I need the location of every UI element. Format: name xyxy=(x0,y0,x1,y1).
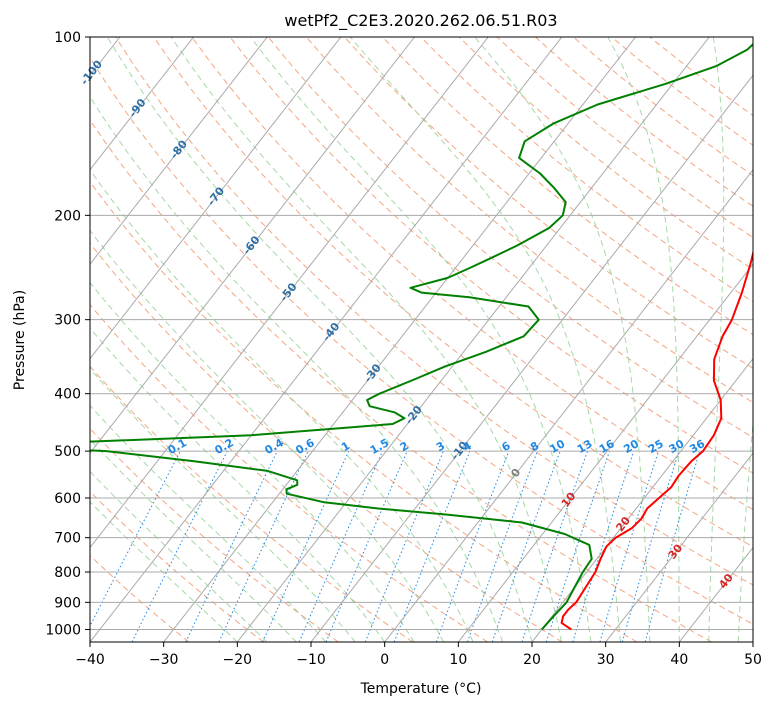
y-tick-label: 600 xyxy=(54,491,81,507)
x-tick-label: 30 xyxy=(597,652,615,668)
isotherm xyxy=(236,37,710,642)
isotherm xyxy=(90,37,563,642)
mixing-ratio-line xyxy=(491,450,561,642)
y-tick-label: 800 xyxy=(54,565,81,581)
mixing-ratio-line xyxy=(325,450,408,642)
dry-adiabat xyxy=(90,554,190,642)
x-tick-label: 40 xyxy=(670,652,688,668)
plot-area xyxy=(90,37,753,642)
moist-adiabat xyxy=(90,229,445,642)
mixing-ratio-line xyxy=(467,450,538,642)
moist-adiabat xyxy=(349,37,621,642)
dry-adiabat xyxy=(90,119,712,642)
dry-adiabat xyxy=(90,427,339,642)
dry-adiabat xyxy=(267,37,753,438)
mixing-ratio-line xyxy=(298,450,383,642)
series-line xyxy=(90,42,753,631)
y-tick-label: 200 xyxy=(54,208,81,224)
moist-adiabat xyxy=(90,404,327,642)
y-tick-label: 1000 xyxy=(45,622,81,638)
x-tick-label: 20 xyxy=(523,652,541,668)
isotherm xyxy=(384,168,753,642)
moist-adiabat xyxy=(170,37,562,642)
isotherm xyxy=(90,37,194,171)
mixing-ratio-line xyxy=(545,450,611,642)
moist-adiabat xyxy=(90,95,503,642)
dry-adiabat xyxy=(90,181,638,642)
isotherm xyxy=(90,37,342,360)
isotherm xyxy=(163,37,636,642)
mixing-ratio-line xyxy=(435,450,510,642)
dry-adiabat xyxy=(90,303,488,642)
x-axis: −40 −30 −20 −10 0 10 20 30 40 50 xyxy=(75,642,762,668)
moist-adiabat xyxy=(90,470,268,642)
isotherm xyxy=(90,37,415,454)
y-tick-label: 700 xyxy=(54,531,81,547)
dry-adiabat xyxy=(229,37,753,474)
y-tick-label: 500 xyxy=(54,444,81,460)
profile-lines xyxy=(90,42,753,631)
x-axis-label: Temperature (°C) xyxy=(360,681,482,697)
dry-adiabat xyxy=(382,37,753,336)
moist-adiabat xyxy=(474,37,651,642)
isotherm xyxy=(90,37,268,266)
isotherm xyxy=(90,37,489,549)
mixing-ratio-line xyxy=(521,450,588,642)
y-tick-label: 300 xyxy=(54,313,81,329)
x-tick-label: 50 xyxy=(744,652,762,668)
y-axis-label: Pressure (hPa) xyxy=(12,290,28,390)
mixing-ratio-line xyxy=(621,450,680,642)
background-lines xyxy=(90,37,753,642)
moist-adiabat xyxy=(250,37,592,642)
moist-adiabat xyxy=(607,37,680,642)
dry-adiabat xyxy=(90,242,563,642)
dry-adiabat xyxy=(90,56,753,625)
x-tick-label: −30 xyxy=(149,652,179,668)
y-tick-label: 400 xyxy=(54,387,81,403)
isotherm xyxy=(752,641,753,642)
y-tick-label: 900 xyxy=(54,595,81,611)
moist-adiabat xyxy=(90,501,238,642)
moist-adiabat xyxy=(90,168,474,642)
x-tick-label: −20 xyxy=(223,652,253,668)
x-tick-label: 0 xyxy=(380,652,389,668)
x-tick-label: 10 xyxy=(449,652,467,668)
x-tick-label: −40 xyxy=(75,652,105,668)
series-line xyxy=(560,249,753,631)
chart-title: wetPf2_C2E3.2020.262.06.51.R03 xyxy=(284,11,557,31)
isotherm xyxy=(605,452,753,642)
dry-adiabat xyxy=(115,37,753,586)
y-tick-label: 100 xyxy=(54,30,81,46)
mixing-ratio-line xyxy=(262,450,350,642)
x-tick-label: −10 xyxy=(296,652,326,668)
isotherm xyxy=(310,74,753,642)
mixing-ratio-line xyxy=(572,450,635,642)
moist-adiabat xyxy=(90,327,386,642)
moist-adiabat xyxy=(106,37,533,642)
mixing-ratio-line xyxy=(364,450,444,642)
mixing-ratio-line xyxy=(599,450,659,642)
moist-adiabat xyxy=(90,438,297,642)
dry-adiabat xyxy=(420,37,753,303)
y-axis: 1000 900 800 700 600 500 400 300 200 100 xyxy=(45,30,90,638)
isotherm xyxy=(457,263,753,642)
moist-adiabat xyxy=(708,37,725,642)
plot-frame xyxy=(89,36,754,643)
moist-adiabat xyxy=(90,367,356,642)
moist-adiabat xyxy=(737,418,753,642)
